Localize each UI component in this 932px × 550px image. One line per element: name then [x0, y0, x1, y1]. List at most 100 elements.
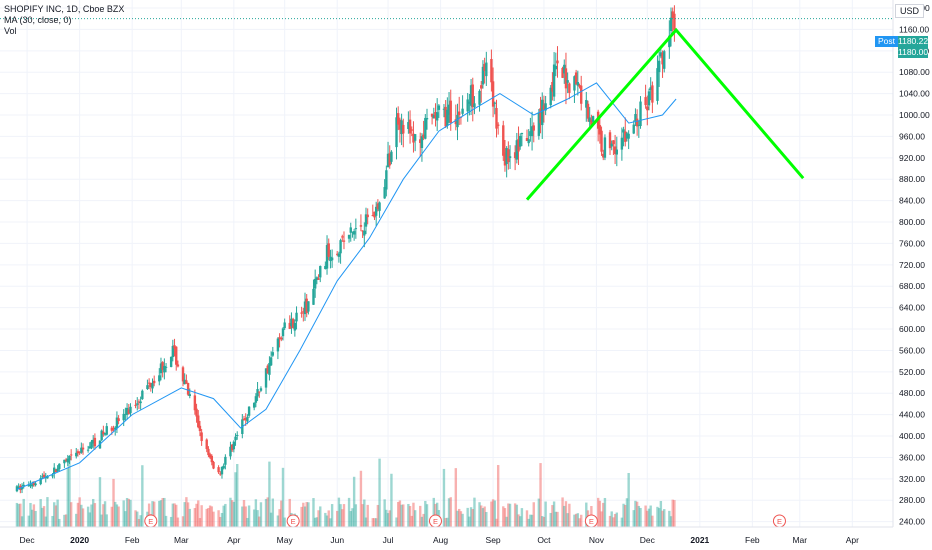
- candle-body: [480, 85, 483, 89]
- y-tick-label: 760.00: [899, 238, 925, 248]
- volume-bar: [141, 465, 144, 527]
- volume-bar: [620, 517, 624, 527]
- candle-body: [185, 380, 188, 384]
- earnings-marker[interactable]: E: [286, 514, 300, 528]
- volume-bar: [624, 504, 627, 527]
- volume-bar: [258, 516, 261, 527]
- volume-bar: [53, 502, 56, 527]
- candle-body: [278, 337, 281, 339]
- volume-bar: [15, 502, 19, 527]
- candle-body: [330, 257, 334, 261]
- symbol-title[interactable]: SHOPIFY INC, 1D, Cboe BZX: [4, 4, 125, 14]
- volume-bar: [183, 502, 186, 527]
- candle-body: [80, 447, 83, 453]
- candle-body: [634, 114, 637, 122]
- volume-bar: [19, 503, 22, 527]
- volume-bar: [363, 499, 366, 527]
- volume-bar: [508, 503, 512, 527]
- candle-body: [483, 63, 486, 71]
- volume-bar: [634, 500, 637, 527]
- price-axis-bg[interactable]: [893, 0, 932, 550]
- candle-body: [639, 101, 642, 127]
- candle-body: [508, 156, 512, 159]
- volume-bar: [542, 516, 546, 527]
- volume-bar: [507, 503, 510, 527]
- volume-bar: [490, 501, 493, 527]
- candle-body: [158, 375, 161, 382]
- volume-bar: [454, 468, 458, 527]
- volume-bar: [485, 511, 488, 527]
- volume-bar: [186, 502, 190, 527]
- x-tick-label: Jul: [383, 535, 394, 545]
- volume-bar: [447, 498, 451, 527]
- volume-bar: [42, 506, 46, 527]
- y-tick-label: 1080.00: [899, 67, 930, 77]
- candle-body: [129, 406, 132, 414]
- ma-legend[interactable]: MA (30, close, 0): [4, 15, 72, 25]
- candle-body: [139, 401, 142, 404]
- pattern-line[interactable]: [525, 27, 805, 201]
- y-tick-label: 640.00: [899, 303, 925, 313]
- currency-label[interactable]: USD: [894, 4, 924, 18]
- volume-bar: [519, 516, 522, 527]
- volume-bar: [385, 509, 388, 527]
- earnings-label: E: [589, 517, 594, 526]
- candle-body: [673, 13, 676, 31]
- volume-bar: [102, 504, 105, 527]
- volume-bar: [574, 513, 578, 527]
- volume-bar: [539, 463, 542, 527]
- candle-body: [173, 345, 176, 349]
- y-tick-label: 240.00: [899, 517, 925, 527]
- candle-body: [212, 461, 215, 469]
- candle-body: [220, 466, 224, 475]
- y-tick-label: 960.00: [899, 131, 925, 141]
- volume-bar: [481, 508, 485, 527]
- candle-body: [496, 124, 500, 126]
- volume-bar: [422, 513, 425, 527]
- candle-body: [210, 455, 214, 463]
- x-tick-label: Dec: [20, 535, 36, 545]
- vol-legend[interactable]: Vol: [4, 26, 17, 36]
- volume-bar: [312, 498, 315, 527]
- candle-body: [388, 153, 391, 166]
- volume-bar: [246, 517, 249, 527]
- volume-bar: [327, 510, 330, 527]
- volume-bar: [303, 506, 307, 527]
- volume-bar: [347, 497, 351, 527]
- volume-bar: [530, 514, 534, 527]
- candle-body: [366, 214, 369, 218]
- volume-bar: [413, 510, 417, 527]
- volume-bar: [425, 504, 429, 527]
- earnings-marker[interactable]: E: [584, 514, 598, 528]
- candle-body: [468, 101, 471, 104]
- chart-grid: [0, 0, 893, 527]
- candle-body: [161, 362, 164, 370]
- candle-body: [32, 482, 36, 486]
- volume-bar: [115, 504, 119, 527]
- candle-body: [224, 456, 227, 465]
- volume-bar: [230, 500, 234, 527]
- candle-body: [412, 133, 415, 143]
- x-tick-label: Mar: [792, 535, 807, 545]
- volume-bar: [30, 509, 34, 527]
- candle-body: [624, 131, 627, 142]
- y-tick-label: 520.00: [899, 367, 925, 377]
- candle-body: [478, 90, 481, 105]
- volume-bar: [503, 508, 507, 527]
- earnings-marker[interactable]: E: [428, 514, 442, 528]
- candle-body: [230, 444, 234, 451]
- volume-bar: [432, 497, 435, 527]
- candle-body: [613, 146, 617, 154]
- drawn-pattern: [0, 18, 893, 201]
- volume-bar: [513, 503, 517, 527]
- volume-bar: [210, 506, 214, 527]
- earnings-marker[interactable]: E: [772, 514, 786, 528]
- candle-body: [22, 484, 25, 486]
- volume-bar: [193, 508, 197, 527]
- candle-body: [386, 153, 390, 167]
- candle-body: [591, 116, 595, 122]
- earnings-marker[interactable]: E: [144, 514, 158, 528]
- volume-bar: [480, 505, 483, 527]
